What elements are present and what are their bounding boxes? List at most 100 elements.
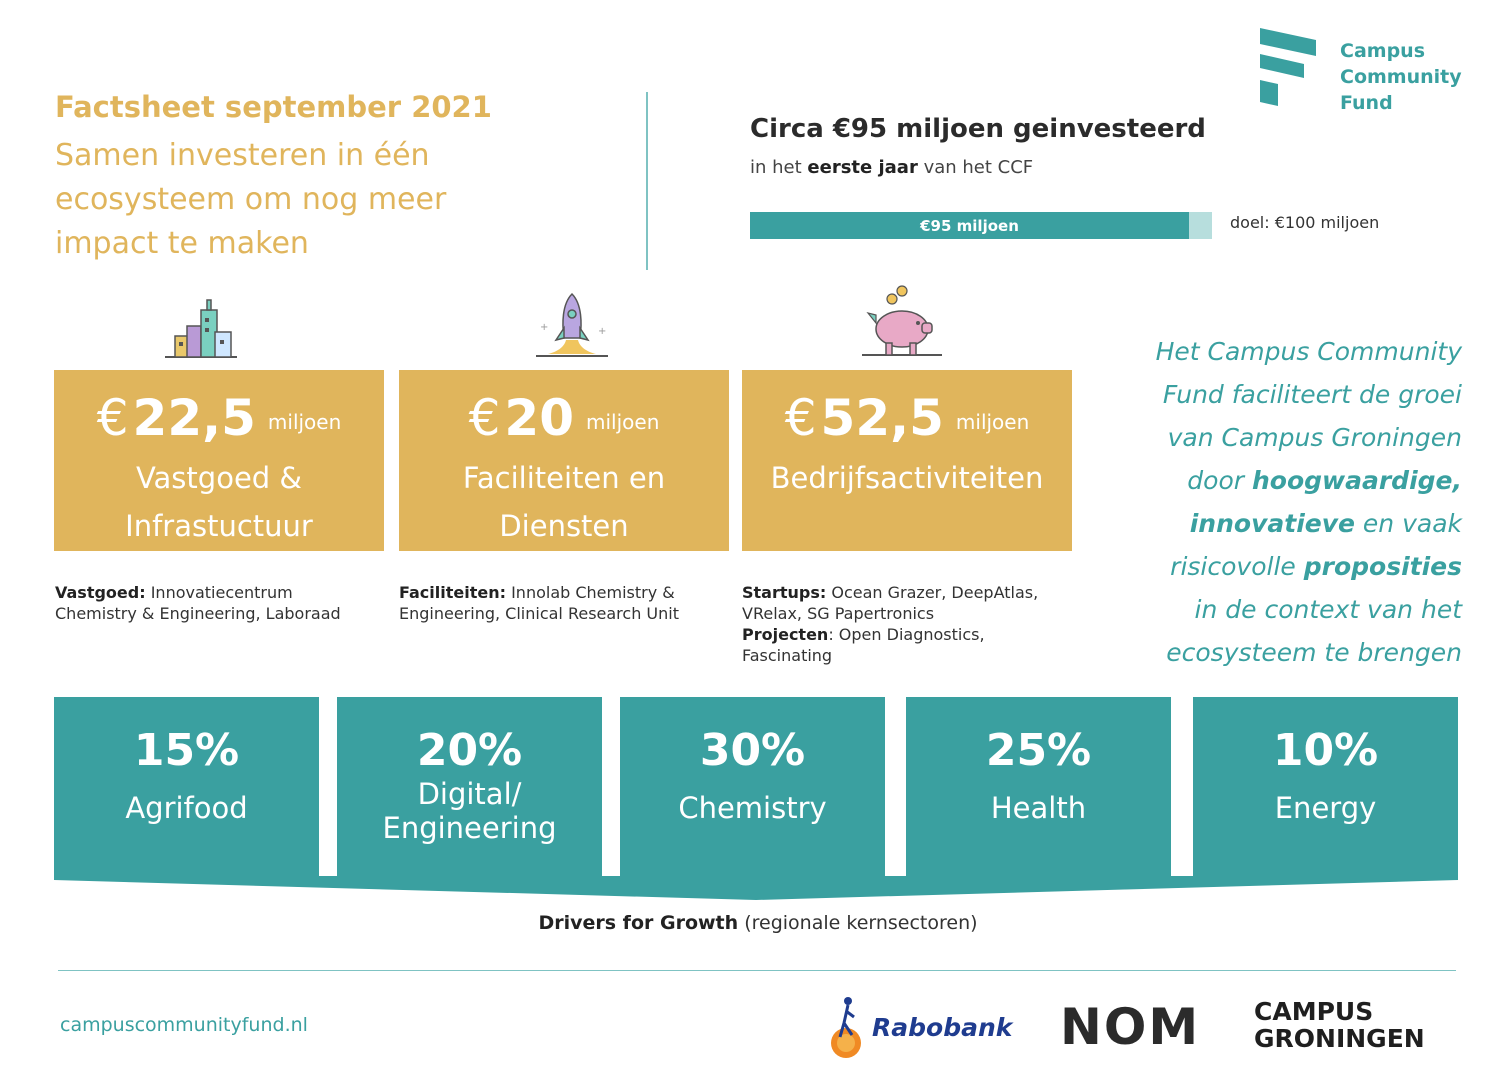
subtitle-line: ecosysteem om nog meer <box>55 182 447 217</box>
sector-name: Health <box>906 791 1171 825</box>
sector-percentage: 15% <box>133 725 240 776</box>
category-amount: €52,5 miljoen <box>742 390 1072 450</box>
cg-logo-line: GRONINGEN <box>1254 1024 1425 1053</box>
investment-progress-bar: €95 miljoen <box>750 212 1212 239</box>
footer-divider <box>58 970 1456 971</box>
page-subtitle: Samen investeren in één ecosysteem om no… <box>55 134 575 266</box>
category-description: Faciliteiten: Innolab Chemistry & Engine… <box>399 582 719 624</box>
desc-text: Ocean Grazer, DeepAtlas, VRelax, SG Pape… <box>742 583 1039 623</box>
amount-value: 52,5 <box>820 389 944 447</box>
amount-unit: miljoen <box>267 409 342 434</box>
sector-name-line: Health <box>990 791 1087 825</box>
category-amount: €22,5 miljoen <box>54 390 384 450</box>
quote-text: door <box>1187 466 1252 495</box>
sector-name-line: Agrifood <box>125 791 248 825</box>
desc-bold: Vastgoed: <box>55 583 146 602</box>
svg-text:+: + <box>540 322 548 333</box>
subtitle-line: impact te maken <box>55 226 309 261</box>
sector-digital: 20% Digital/Engineering <box>337 697 602 877</box>
sector-name: Agrifood <box>54 791 319 825</box>
quote-line: door hoogwaardige, <box>1100 459 1462 502</box>
desc-text: : Open Diagnostics, Fascinating <box>742 625 985 665</box>
investment-goal-label: doel: €100 miljoen <box>1230 213 1380 232</box>
desc-text: Innovatiecentrum Chemistry & Engineering… <box>55 583 341 623</box>
category-label: Bedrijfsactiviteiten <box>742 454 1072 502</box>
category-box-vastgoed: €22,5 miljoen Vastgoed & Infrastuctuur <box>54 370 384 551</box>
svg-text:+: + <box>598 326 606 337</box>
category-label-line: Diensten <box>499 508 629 543</box>
amount-unit: miljoen <box>955 409 1030 434</box>
quote-text: en vaak <box>1354 509 1462 538</box>
quote-bold: hoogwaardige, <box>1251 466 1462 495</box>
category-label-line: Infrastuctuur <box>125 508 313 543</box>
category-box-bedrijf: €52,5 miljoen Bedrijfsactiviteiten <box>742 370 1072 551</box>
rabobank-logo-text: Rabobank <box>872 1013 1013 1042</box>
category-label-line: Vastgoed & <box>135 460 303 495</box>
sector-energy: 10% Energy <box>1193 697 1458 877</box>
buildings-icon <box>165 299 237 358</box>
sector-percentage: 25% <box>985 725 1092 776</box>
desc-bold: Faciliteiten: <box>399 583 506 602</box>
sector-agrifood: 15% Agrifood <box>54 697 319 877</box>
quote-line: Het Campus Community <box>1155 337 1462 366</box>
piggy-bank-icon <box>862 285 942 356</box>
amount-value: 22,5 <box>132 389 256 447</box>
currency-symbol: € <box>784 389 817 447</box>
sector-percentage: 30% <box>699 725 806 776</box>
quote-line: in de context van het <box>1194 595 1462 624</box>
investment-sub-suffix: van het CCF <box>917 157 1034 178</box>
ccf-logo-text: Campus Community Fund <box>1340 38 1462 116</box>
investment-subheading: in het eerste jaar van het CCF <box>750 157 1033 178</box>
quote-line: innovatieve en vaak <box>1100 502 1462 545</box>
currency-symbol: € <box>96 389 129 447</box>
sector-name: Chemistry <box>620 791 885 825</box>
sector-name: Energy <box>1193 791 1458 825</box>
investment-sub-prefix: in het <box>750 157 808 178</box>
sector-chemistry: 30% Chemistry <box>620 697 885 877</box>
logo-line: Campus <box>1340 40 1425 62</box>
mission-quote: Het Campus Community Fund faciliteert de… <box>1100 330 1462 674</box>
desc-bold: Startups: <box>742 583 827 602</box>
cg-logo-line: CAMPUS <box>1254 997 1374 1026</box>
investment-heading: Circa €95 miljoen geinvesteerd <box>750 114 1206 144</box>
category-label-line: Bedrijfsactiviteiten <box>770 460 1044 495</box>
nom-logo: NOM <box>1060 998 1201 1056</box>
category-label: Faciliteiten en Diensten <box>399 454 729 550</box>
rabobank-logo-icon <box>831 997 861 1058</box>
desc-text: Innolab Chemistry & Engineering, Clinica… <box>399 583 679 623</box>
investment-progress-label: €95 miljoen <box>920 216 1019 235</box>
logo-line: Community <box>1340 66 1462 88</box>
campus-groningen-logo: CAMPUS GRONINGEN <box>1254 998 1425 1052</box>
logo-line: Fund <box>1340 92 1393 114</box>
website-link[interactable]: campuscommunityfund.nl <box>60 1014 308 1036</box>
desc-bold: Projecten <box>742 625 829 644</box>
drivers-caption: Drivers for Growth (regionale kernsector… <box>0 912 1500 934</box>
category-box-faciliteiten: €20 miljoen Faciliteiten en Diensten <box>399 370 729 551</box>
page-title: Factsheet september 2021 <box>55 90 492 124</box>
quote-line: van Campus Groningen <box>1167 423 1462 452</box>
sector-percentage: 10% <box>1272 725 1379 776</box>
quote-bold: proposities <box>1303 552 1462 581</box>
quote-line: Fund faciliteert de groei <box>1162 380 1462 409</box>
vertical-divider <box>646 92 648 270</box>
currency-symbol: € <box>468 389 501 447</box>
amount-unit: miljoen <box>586 409 660 434</box>
category-description: Startups: Ocean Grazer, DeepAtlas, VRela… <box>742 582 1062 666</box>
sectors-arrow-base <box>54 876 1458 900</box>
quote-line: ecosysteem te brengen <box>1166 638 1462 667</box>
category-description: Vastgoed: Innovatiecentrum Chemistry & E… <box>55 582 355 624</box>
drivers-rest: (regionale kernsectoren) <box>738 912 978 934</box>
sector-name-line: Energy <box>1274 791 1377 825</box>
quote-bold: innovatieve <box>1189 509 1355 538</box>
sector-name-line: Chemistry <box>678 791 827 825</box>
category-amount: €20 miljoen <box>399 390 729 450</box>
category-label-line: Faciliteiten en <box>462 460 666 495</box>
subtitle-line: Samen investeren in één <box>55 138 430 173</box>
sector-health: 25% Health <box>906 697 1171 877</box>
quote-line: risicovolle proposities <box>1100 545 1462 588</box>
sector-name-line: Digital/ <box>417 777 522 811</box>
category-label: Vastgoed & Infrastuctuur <box>54 454 384 550</box>
sector-name-line: Engineering <box>382 811 557 845</box>
investment-sub-bold: eerste jaar <box>807 157 918 178</box>
amount-value: 20 <box>504 389 575 447</box>
